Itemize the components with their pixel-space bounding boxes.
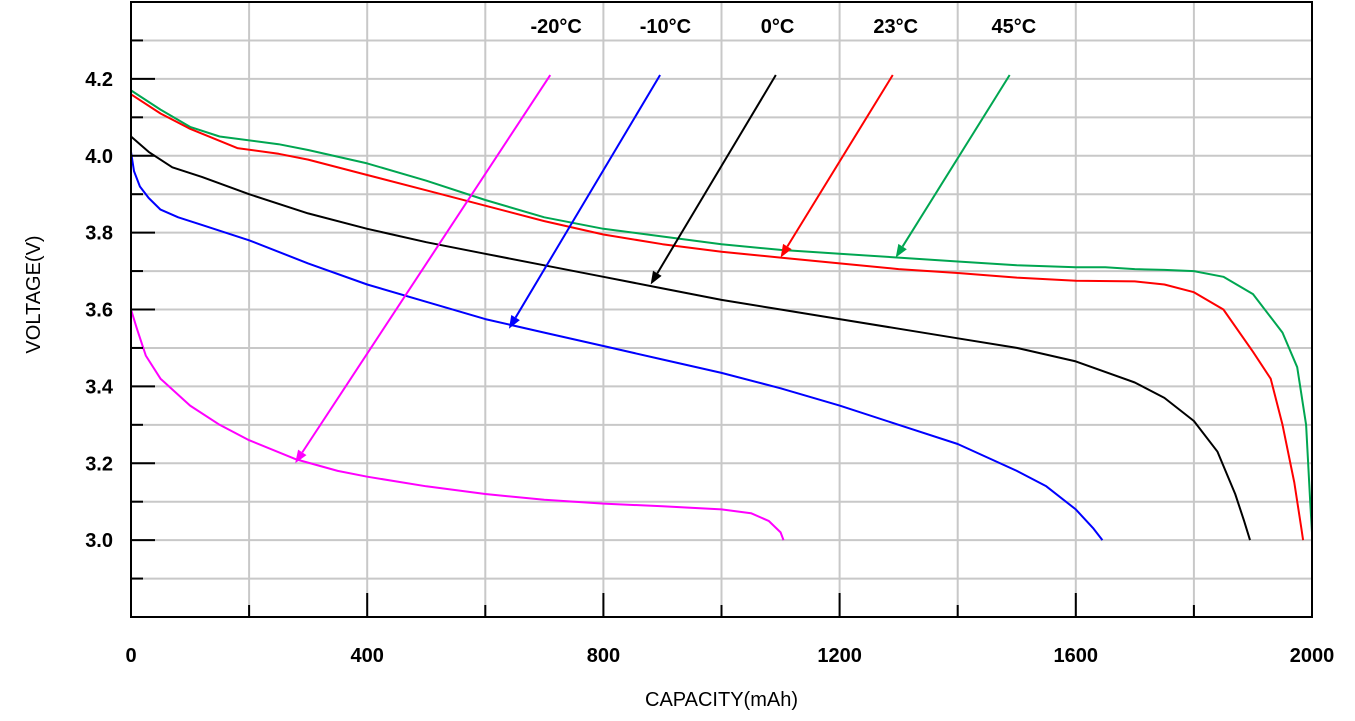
x-tick-label: 2000 (1290, 645, 1335, 667)
grid (131, 2, 1312, 617)
x-tick-label: 1200 (817, 645, 862, 667)
series-arrow (786, 74, 894, 248)
axis-ticks: 0 400 800 1200 1600 2000 3.0 3.2 3.4 3.6 3.8 4.0 4.2 (85, 39, 1335, 667)
series-lines (130, 89, 1313, 541)
series-arrow (514, 74, 661, 319)
series-arrowhead (780, 243, 792, 258)
x-tick-label: 800 (587, 645, 620, 667)
series-arrow (301, 74, 552, 453)
x-tick-label: 400 (351, 645, 384, 667)
y-tick-label: 3.0 (85, 530, 113, 552)
x-axis-title: CAPACITY(mAh) (645, 689, 798, 711)
y-tick-label: 3.6 (85, 300, 113, 322)
series-arrow (901, 74, 1011, 248)
series-arrows (295, 74, 1011, 464)
y-tick-label: 3.8 (85, 223, 113, 245)
y-tick-label: 4.0 (85, 146, 113, 168)
series-arrowhead (895, 243, 907, 258)
series-label: -20°C (530, 16, 581, 38)
series-line (130, 151, 1104, 541)
series-line (130, 89, 1313, 533)
y-axis-title: VOLTAGE(V) (23, 235, 45, 353)
series-label: 45°C (991, 16, 1036, 38)
y-tick-label: 4.2 (85, 69, 113, 91)
series-arrow (656, 74, 777, 274)
series-line (130, 135, 1251, 541)
x-tick-label: 0 (125, 645, 136, 667)
series-arrowhead (508, 314, 520, 329)
series-line (130, 93, 1305, 541)
series-labels: -20°C -10°C 0°C 23°C 45°C (530, 16, 1036, 38)
series-label: 23°C (873, 16, 918, 38)
series-arrowhead (650, 270, 662, 285)
y-tick-label: 3.4 (85, 376, 114, 398)
series-label: 0°C (761, 16, 795, 38)
series-line (130, 309, 785, 541)
series-arrowhead (295, 449, 307, 464)
series-label: -10°C (640, 16, 691, 38)
x-tick-label: 1600 (1054, 645, 1099, 667)
y-tick-label: 3.2 (85, 453, 113, 475)
